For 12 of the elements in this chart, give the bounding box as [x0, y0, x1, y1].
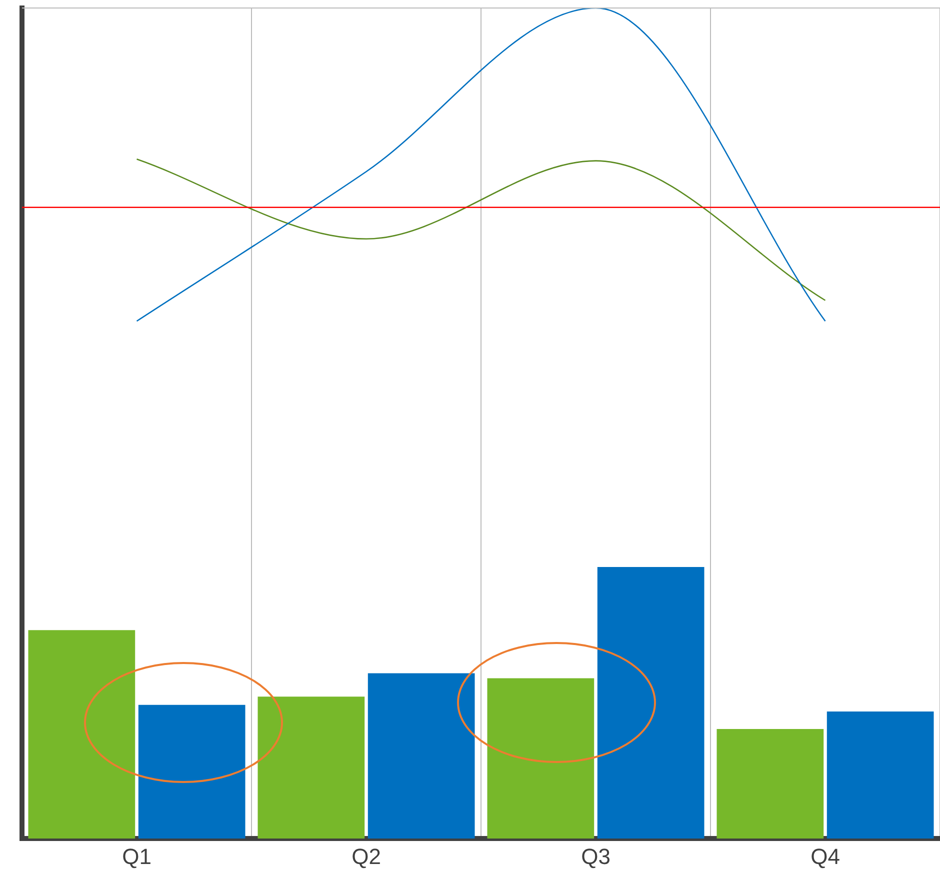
bar — [716, 728, 824, 839]
bar — [258, 696, 365, 839]
x-tick-label: Q1 — [122, 844, 152, 869]
x-tick-label: Q4 — [810, 844, 840, 869]
x-tick-label: Q2 — [352, 844, 381, 869]
bar — [138, 704, 246, 839]
bar — [597, 566, 704, 839]
x-tick-label: Q3 — [581, 844, 610, 869]
bar — [487, 678, 594, 839]
bar — [368, 673, 475, 839]
bar — [28, 630, 136, 839]
bar — [826, 712, 934, 839]
